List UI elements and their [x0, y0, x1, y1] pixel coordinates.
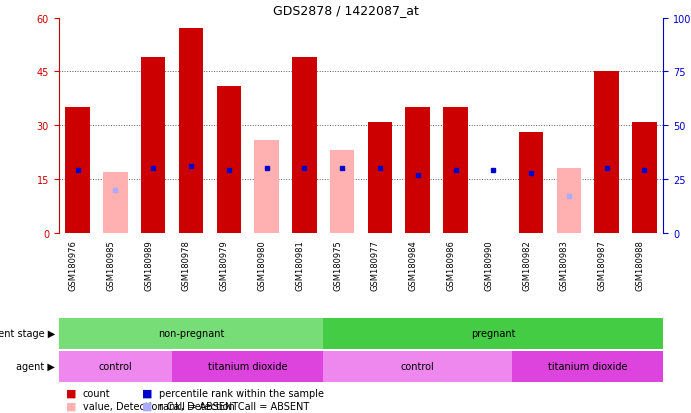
Text: development stage ▶: development stage ▶: [0, 328, 55, 339]
Bar: [512, 351, 663, 382]
Text: GSM180982: GSM180982: [522, 240, 531, 290]
Bar: [59, 351, 172, 382]
Bar: [59, 318, 323, 349]
Bar: [103, 173, 128, 233]
Text: GSM180986: GSM180986: [446, 240, 455, 290]
Text: percentile rank within the sample: percentile rank within the sample: [159, 388, 324, 398]
Text: GSM180990: GSM180990: [484, 240, 493, 290]
Text: GSM180987: GSM180987: [598, 240, 607, 290]
Text: rank, Detection Call = ABSENT: rank, Detection Call = ABSENT: [159, 401, 309, 411]
Text: count: count: [83, 388, 111, 398]
Text: GDS2878 / 1422087_at: GDS2878 / 1422087_at: [272, 4, 419, 17]
Bar: [406, 108, 430, 233]
Text: GSM180981: GSM180981: [295, 240, 304, 290]
Text: GSM180988: GSM180988: [636, 240, 645, 290]
Bar: [216, 87, 241, 233]
Text: GSM180976: GSM180976: [68, 240, 77, 290]
Text: GSM180977: GSM180977: [371, 240, 380, 290]
Text: ■: ■: [66, 401, 76, 411]
Text: control: control: [401, 361, 435, 372]
Text: non-pregnant: non-pregnant: [158, 328, 224, 339]
Text: GSM180975: GSM180975: [333, 240, 342, 290]
Text: control: control: [99, 361, 132, 372]
Bar: [368, 122, 392, 233]
Bar: [323, 318, 663, 349]
Bar: [443, 108, 468, 233]
Text: GSM180979: GSM180979: [220, 240, 229, 290]
Text: GSM180984: GSM180984: [409, 240, 418, 290]
Bar: [179, 29, 203, 233]
Text: titanium dioxide: titanium dioxide: [208, 361, 287, 372]
Text: GSM180983: GSM180983: [560, 240, 569, 290]
Text: ■: ■: [66, 388, 76, 398]
Bar: [519, 133, 543, 233]
Bar: [254, 140, 279, 233]
Text: value, Detection Call = ABSENT: value, Detection Call = ABSENT: [83, 401, 238, 411]
Text: GSM180989: GSM180989: [144, 240, 153, 290]
Text: ■: ■: [142, 388, 152, 398]
Bar: [66, 108, 90, 233]
Bar: [323, 351, 512, 382]
Text: agent ▶: agent ▶: [17, 361, 55, 372]
Text: pregnant: pregnant: [471, 328, 515, 339]
Text: GSM180978: GSM180978: [182, 240, 191, 290]
Bar: [330, 151, 354, 233]
Bar: [141, 58, 165, 233]
Text: GSM180985: GSM180985: [106, 240, 115, 290]
Bar: [292, 58, 316, 233]
Text: ■: ■: [142, 401, 152, 411]
Text: titanium dioxide: titanium dioxide: [548, 361, 627, 372]
Text: GSM180980: GSM180980: [258, 240, 267, 290]
Bar: [594, 72, 619, 233]
Bar: [172, 351, 323, 382]
Bar: [632, 122, 656, 233]
Bar: [557, 169, 581, 233]
